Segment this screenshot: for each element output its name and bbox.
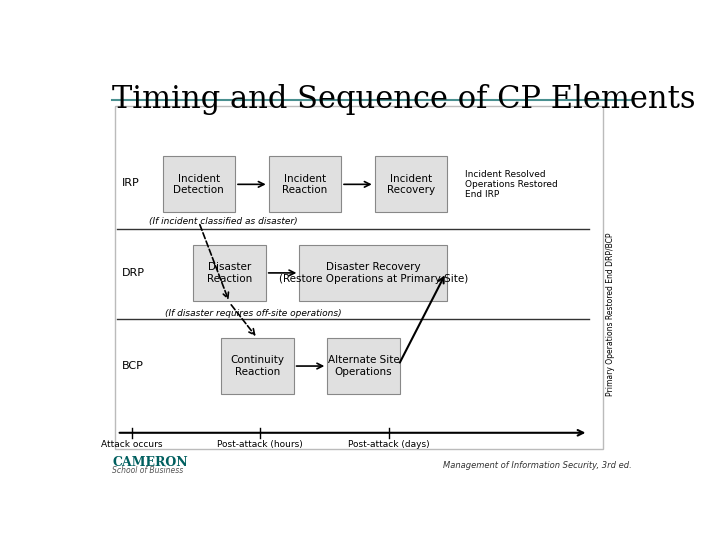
Text: Timing and Sequence of CP Elements: Timing and Sequence of CP Elements	[112, 84, 696, 114]
Text: Incident
Recovery: Incident Recovery	[387, 173, 435, 195]
FancyBboxPatch shape	[269, 156, 341, 212]
Text: Disaster
Reaction: Disaster Reaction	[207, 262, 252, 284]
FancyBboxPatch shape	[115, 106, 603, 449]
FancyBboxPatch shape	[163, 156, 235, 212]
Text: Incident
Detection: Incident Detection	[174, 173, 224, 195]
FancyBboxPatch shape	[300, 245, 447, 301]
Text: DRP: DRP	[122, 268, 145, 278]
Text: (If incident classified as disaster): (If incident classified as disaster)	[148, 218, 297, 226]
FancyBboxPatch shape	[221, 338, 294, 394]
Text: Management of Information Security, 3rd ed.: Management of Information Security, 3rd …	[443, 461, 631, 470]
Text: CAMERON: CAMERON	[112, 456, 188, 469]
Text: Primary Operations Restored End DRP/BCP: Primary Operations Restored End DRP/BCP	[606, 233, 615, 396]
Text: School of Business: School of Business	[112, 465, 184, 475]
Text: BCP: BCP	[122, 361, 144, 372]
Text: Post-attack (hours): Post-attack (hours)	[217, 440, 303, 449]
Text: (If disaster requires off-site operations): (If disaster requires off-site operation…	[166, 309, 342, 318]
FancyBboxPatch shape	[374, 156, 447, 212]
Text: Alternate Site
Operations: Alternate Site Operations	[328, 355, 400, 377]
Text: Continuity
Reaction: Continuity Reaction	[230, 355, 284, 377]
FancyBboxPatch shape	[193, 245, 266, 301]
Text: Post-attack (days): Post-attack (days)	[348, 440, 429, 449]
Text: IRP: IRP	[122, 178, 140, 188]
Text: Incident
Reaction: Incident Reaction	[282, 173, 328, 195]
Text: Attack occurs: Attack occurs	[101, 440, 163, 449]
Text: Incident Resolved
Operations Restored
End IRP: Incident Resolved Operations Restored En…	[465, 170, 558, 199]
Text: Disaster Recovery
(Restore Operations at Primary Site): Disaster Recovery (Restore Operations at…	[279, 262, 468, 284]
FancyBboxPatch shape	[327, 338, 400, 394]
